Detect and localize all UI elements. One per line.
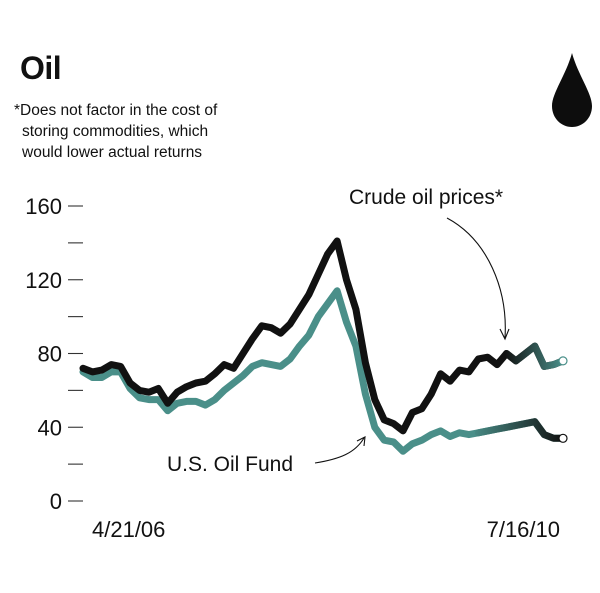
- us-oil-fund-line-endpoint: [558, 433, 568, 443]
- us-oil-fund-arrowhead: [356, 436, 366, 447]
- crude-oil-line: [79, 237, 567, 435]
- crude-oil-arrowhead: [499, 328, 510, 341]
- y-tick-label: 120: [25, 268, 62, 293]
- x-start-label: 4/21/06: [92, 517, 165, 542]
- crude-oil-line-tail: [503, 342, 567, 370]
- y-axis: 160 120 80 40 0: [25, 194, 83, 514]
- crude-oil-line-endpoint: [558, 356, 568, 366]
- footnote-line-3: would lower actual returns: [22, 144, 203, 161]
- footnote-line-1: *Does not factor in the cost of: [14, 102, 218, 119]
- x-axis-labels: 4/21/06 7/16/10: [92, 517, 560, 542]
- footnote-line-2: storing commodities, which: [22, 123, 209, 140]
- us-oil-fund-line-tail: [474, 418, 567, 442]
- series-layer: [79, 237, 568, 455]
- us-oil-fund-arrow: [314, 437, 365, 464]
- x-end-label: 7/16/10: [487, 517, 560, 542]
- crude-oil-arrow: [446, 217, 506, 339]
- oil-drop-icon: [552, 53, 592, 127]
- y-tick-label: 0: [50, 489, 62, 514]
- y-tick-label: 160: [25, 194, 62, 219]
- y-tick-label: 80: [38, 342, 62, 367]
- us-oil-fund-label: U.S. Oil Fund: [167, 453, 293, 476]
- chart-title: Oil: [20, 50, 62, 86]
- crude-oil-label: Crude oil prices*: [349, 186, 503, 209]
- footnote: *Does not factor in the cost of storing …: [14, 100, 217, 163]
- y-tick-label: 40: [38, 415, 62, 440]
- annotations: Crude oil prices* U.S. Oil Fund: [167, 186, 510, 476]
